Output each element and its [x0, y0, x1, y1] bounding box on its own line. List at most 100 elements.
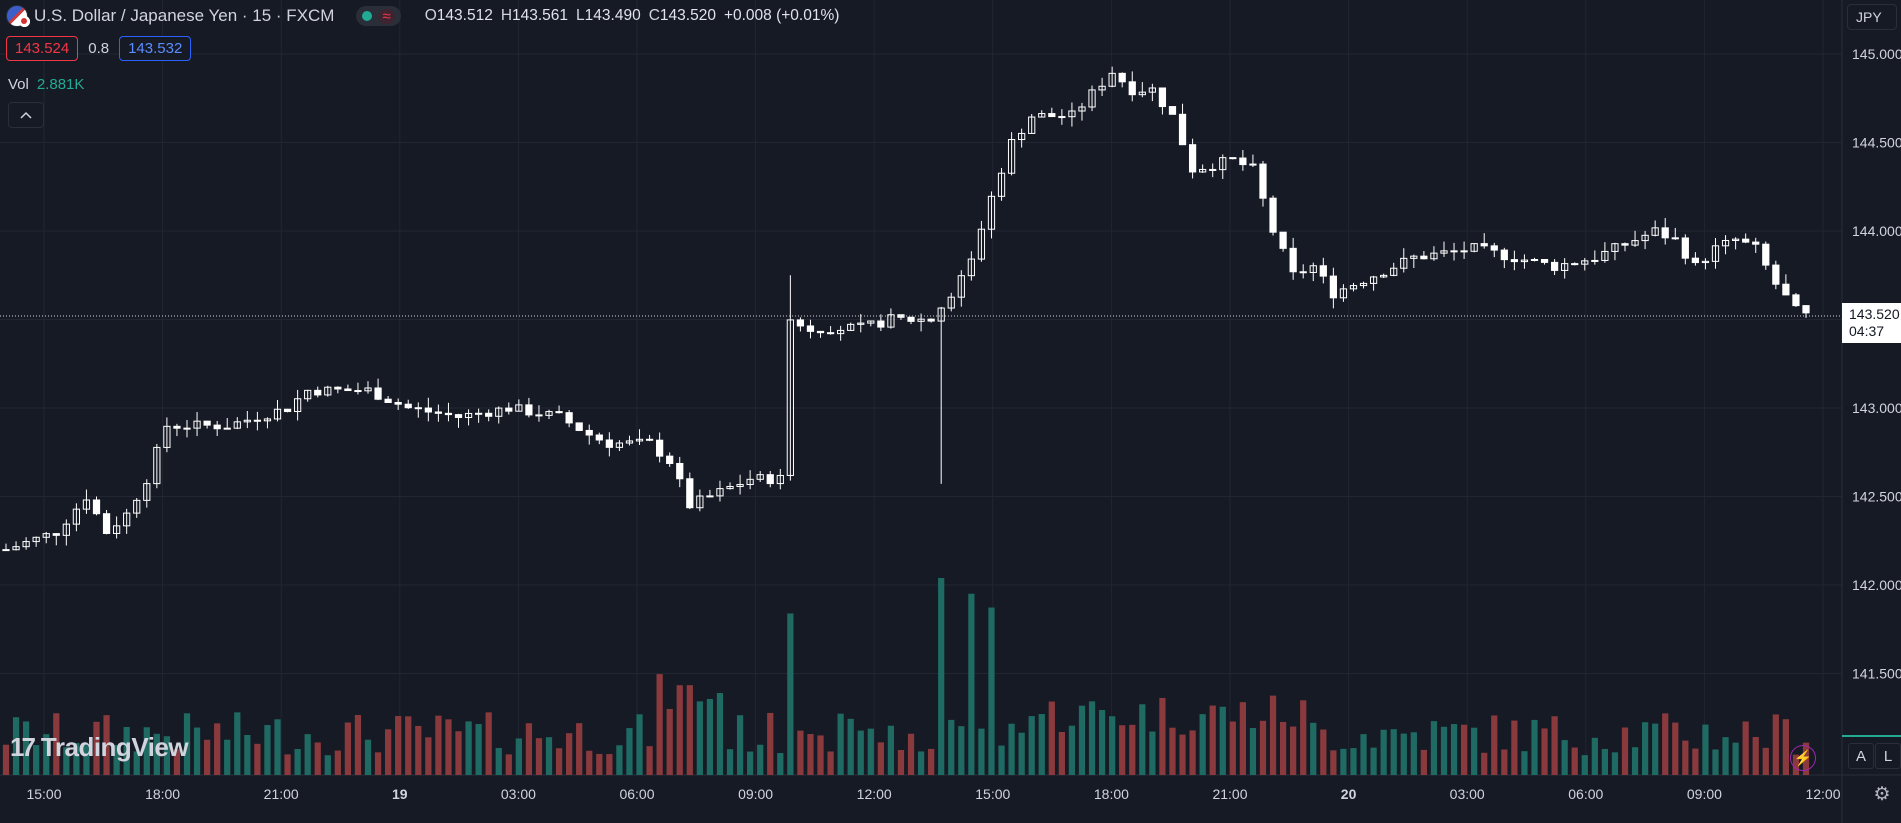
- candle-down: [575, 422, 583, 431]
- candle-up: [987, 195, 996, 230]
- volume-bar: [103, 715, 110, 775]
- volume-bar: [1380, 729, 1387, 775]
- candle-up: [1561, 263, 1569, 271]
- log-scale-button[interactable]: L: [1875, 743, 1901, 769]
- volume-bar: [545, 737, 553, 775]
- candle-down: [1259, 163, 1267, 199]
- auto-scale-button[interactable]: A: [1848, 743, 1874, 769]
- candle-up: [495, 407, 503, 417]
- candle-down: [1671, 237, 1679, 240]
- time-tick-label: 20: [1341, 786, 1357, 802]
- tradingview-logo[interactable]: 17 TradingView: [10, 732, 189, 763]
- market-open-dot-icon: [362, 11, 373, 21]
- candle-down: [605, 439, 613, 448]
- volume-bar: [998, 745, 1005, 775]
- volume-bar: [1471, 727, 1478, 775]
- price-tick-label: 145.000: [1852, 46, 1901, 62]
- volume-bar: [1038, 714, 1045, 775]
- volume-bar: [646, 746, 653, 775]
- volume-bar: [1491, 715, 1498, 775]
- volume-bar: [596, 753, 603, 775]
- candle-up: [1349, 285, 1358, 290]
- candle-up: [1148, 87, 1156, 93]
- candle-up: [464, 412, 473, 418]
- volume-bar: [1179, 734, 1186, 775]
- candle-down: [213, 424, 221, 430]
- volume-bar: [917, 751, 925, 775]
- volume-bar: [716, 693, 724, 775]
- low-label: L: [576, 7, 585, 24]
- volume-bar: [1782, 719, 1790, 775]
- candle-down: [565, 412, 573, 424]
- volume-bar: [1591, 737, 1598, 775]
- candle-up: [1199, 168, 1207, 173]
- volume-bar: [415, 725, 422, 775]
- candle-up: [1078, 106, 1086, 112]
- candle-down: [1158, 87, 1167, 108]
- candle-up: [324, 386, 332, 396]
- volume-bar: [1641, 722, 1649, 775]
- volume-bar: [988, 607, 995, 775]
- candle-down: [585, 429, 593, 436]
- candle-down: [927, 318, 935, 322]
- candle-up: [1369, 276, 1378, 284]
- volume-bar: [847, 718, 854, 775]
- volume-label[interactable]: Vol: [8, 76, 29, 93]
- candle-up: [143, 483, 151, 501]
- volume-value: 2.881K: [36, 76, 85, 93]
- volume-bar: [1400, 733, 1407, 775]
- candle-up: [1018, 132, 1026, 141]
- volume-bar: [1078, 705, 1086, 775]
- last-price-value: 143.520: [1849, 306, 1900, 322]
- volume-bar: [1481, 752, 1488, 775]
- currency-button[interactable]: JPY: [1847, 4, 1897, 30]
- candle-down: [676, 462, 684, 480]
- volume-bar: [385, 729, 392, 775]
- volume-bar: [757, 744, 764, 775]
- candle-up: [1711, 245, 1720, 262]
- bid-ask-row: 143.524 0.8 143.532: [6, 36, 192, 61]
- candle-down: [686, 478, 694, 509]
- candle-down: [374, 387, 382, 400]
- collapse-legend-button[interactable]: [8, 102, 44, 128]
- candle-up: [1701, 260, 1710, 264]
- symbol-title[interactable]: U.S. Dollar / Japanese Yen · 15 · FXCM: [34, 6, 335, 25]
- price-tick-label: 144.500: [1852, 135, 1901, 151]
- candle-up: [1530, 259, 1539, 262]
- candle-up: [223, 427, 231, 430]
- volume-bar: [1068, 725, 1076, 775]
- volume-bar: [244, 734, 251, 775]
- candle-up: [62, 523, 70, 536]
- candle-up: [887, 314, 895, 328]
- volume-bar: [535, 738, 543, 775]
- volume-bar: [1712, 749, 1719, 775]
- candle-up: [243, 419, 251, 423]
- candle-down: [645, 438, 654, 441]
- volume-bar: [696, 701, 703, 775]
- volume-bar: [958, 726, 965, 775]
- candle-down: [1802, 305, 1810, 314]
- bolt-icon[interactable]: ⚡: [1790, 745, 1816, 771]
- candle-down: [1209, 168, 1217, 171]
- candle-up: [756, 474, 764, 480]
- candle-down: [1661, 227, 1669, 239]
- volume-bar: [616, 745, 623, 775]
- gear-icon[interactable]: ⚙: [1873, 783, 1891, 805]
- candle-up: [1651, 227, 1659, 236]
- volume-bar: [1109, 716, 1116, 775]
- volume-bar: [1129, 724, 1136, 775]
- candle-down: [1782, 283, 1790, 296]
- candle-down: [796, 319, 805, 327]
- candle-up: [706, 495, 714, 498]
- candle-down: [1269, 197, 1277, 233]
- buy-button[interactable]: 143.532: [119, 36, 192, 61]
- candle-down: [1510, 259, 1518, 263]
- candle-down: [656, 439, 664, 457]
- market-status-pill[interactable]: ≈: [356, 6, 401, 26]
- volume-bar: [173, 749, 181, 775]
- sell-button[interactable]: 143.524: [6, 36, 79, 61]
- volume-bar: [354, 714, 362, 775]
- candle-down: [535, 414, 543, 417]
- volume-bar: [405, 716, 412, 775]
